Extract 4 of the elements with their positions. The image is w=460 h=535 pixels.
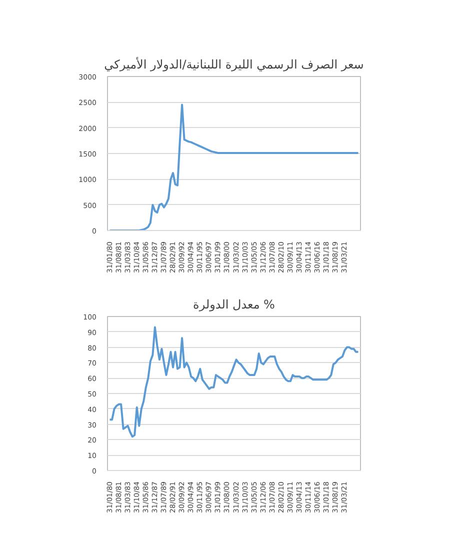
chart-title: معدل الدولرة % bbox=[193, 298, 275, 312]
line-series bbox=[108, 326, 360, 438]
chart-title: سعر الصرف الرسمي الليرة اللبنانية/الدولار الأميركي bbox=[104, 56, 364, 72]
line-series bbox=[108, 104, 360, 230]
